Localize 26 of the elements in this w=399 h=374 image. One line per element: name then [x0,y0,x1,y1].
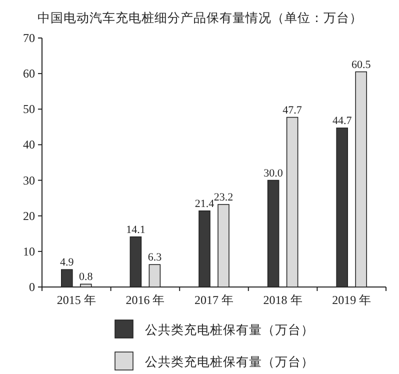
data-label: 44.7 [332,114,352,127]
legend-label: 公共类充电桩保有量（万台） [145,323,314,337]
x-tick-label: 2015 年 [56,293,96,307]
data-label: 14.1 [126,224,146,236]
data-label: 6.3 [148,252,162,264]
data-label: 47.7 [282,104,302,116]
data-label: 60.5 [351,58,372,71]
y-tick-label: 0 [29,280,35,294]
x-tick-label: 2019 年 [332,293,372,307]
chart-title: 中国电动汽车充电桩细分产品保有量情况（单位：万台） [38,11,362,25]
data-label: 30.0 [264,167,284,180]
data-label: 0.8 [79,271,94,284]
y-tick-label: 30 [23,173,35,188]
y-tick-label: 20 [23,208,35,223]
y-tick-label: 70 [23,31,35,45]
data-label: 23.2 [214,191,234,204]
y-tick-label: 40 [23,138,35,152]
data-label: 21.4 [194,198,215,210]
y-tick-label: 60 [23,66,35,81]
legend-label: 公共类充电桩保有量（万台） [145,355,314,369]
x-tick-label: 2017 年 [194,293,234,307]
x-tick-label: 2016 年 [126,293,165,307]
y-tick-label: 50 [23,102,35,116]
data-label: 4.9 [60,256,74,269]
x-tick-label: 2018 年 [263,293,302,307]
y-tick-label: 10 [23,244,35,258]
